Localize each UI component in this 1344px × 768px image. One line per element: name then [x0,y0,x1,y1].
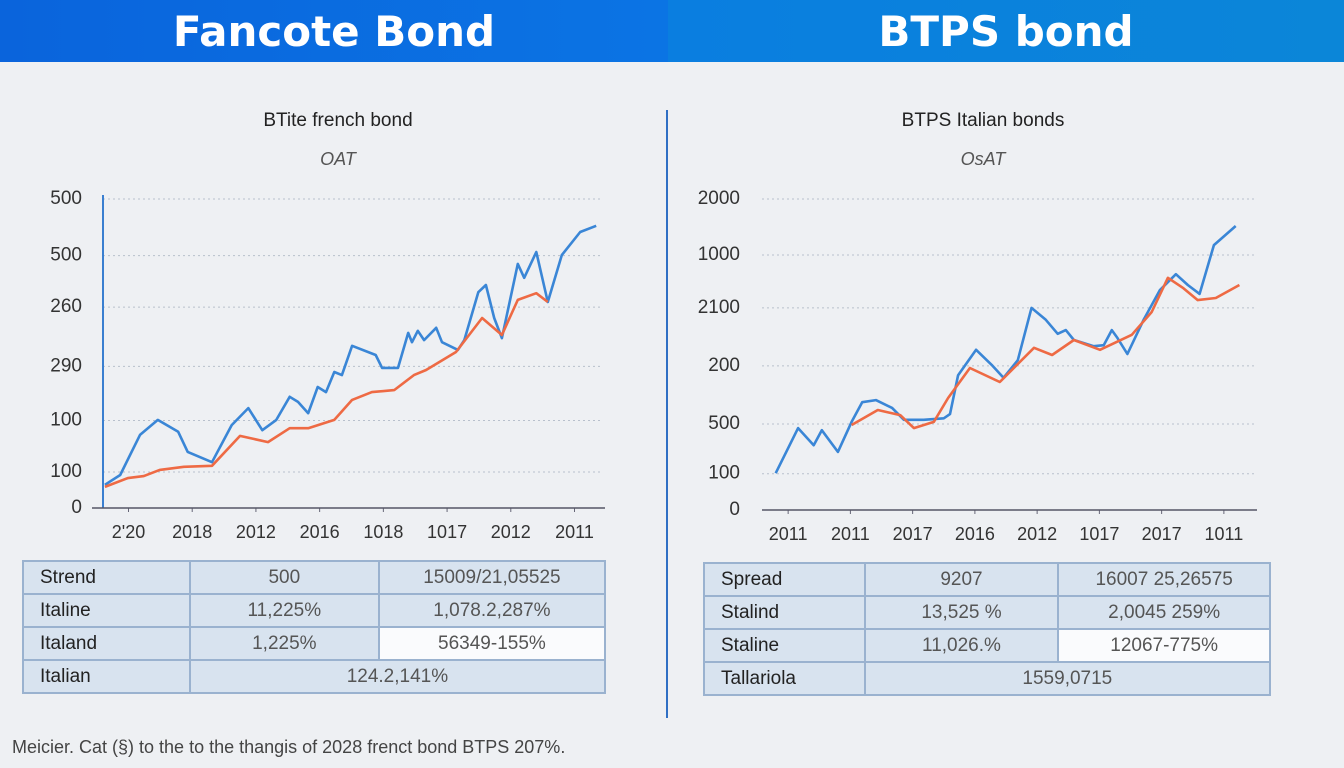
table-cell: 1,078.2,287% [377,593,607,628]
table-cell: Italand [22,626,191,661]
y-tick-label: 260 [50,296,82,317]
table-cell: 124.2,141% [188,659,607,694]
x-tick-label: 2012 [236,522,276,542]
y-tick-label: 0 [71,497,82,518]
table-cell: 13,525 % [863,595,1060,630]
x-tick-label: 2016 [300,522,340,542]
x-tick-label: 2017 [893,524,933,544]
y-tick-label: 100 [50,409,82,430]
x-tick-label: 2011 [831,524,870,544]
chart-title: BTPS Italian bonds [902,110,1065,131]
table-row: Stalind 13,525 % 2,0045 259% [703,595,1271,630]
y-tick-label: 100 [708,463,740,484]
x-tick-label: 2'20 [112,522,145,542]
table-cell: 500 [188,560,380,595]
y-tick-label: 1000 [698,244,740,265]
x-tick-label: 1011 [1205,524,1244,544]
y-tick-label: 0 [729,499,740,520]
table-cell: 11,225% [188,593,380,628]
chart-subtitle: OsAT [961,149,1008,169]
y-tick-label: 500 [50,245,82,266]
table-cell: Italian [22,659,191,694]
y-tick-label: 2000 [698,188,740,209]
table-cell: Stalind [703,595,866,630]
table-cell: 9207 [863,562,1060,597]
x-tick-label: 2011 [555,522,594,542]
table-cell: 11,026.% [863,628,1060,663]
table-cell: Tallariola [703,661,866,696]
line-series [104,291,549,489]
x-tick-label: 1018 [363,522,403,542]
x-tick-label: 1017 [427,522,467,542]
table-row: Spread 9207 16007 25,26575 [703,562,1271,597]
table-cell: Italine [22,593,191,628]
line-series [104,224,597,486]
table-cell: Spread [703,562,866,597]
x-tick-label: 2018 [172,522,212,542]
table-row: Staline 11,026.% 12067-775% [703,628,1271,663]
table: Strend 500 15009/21,05525 Italine 11,225% 1,0… [22,560,607,694]
x-tick-label: 2016 [955,524,995,544]
y-tick-label: 500 [708,413,740,434]
table: Spread 9207 16007 25,26575 Stalind 13,525 % 2… [703,562,1272,696]
table-row: Tallariola 1559,0715 [703,661,1272,696]
table-row: Strend 500 15009/21,05525 [22,560,607,595]
table-cell: 1559,0715 [863,661,1272,696]
y-tick-label: 500 [50,188,82,209]
y-tick-label: 200 [708,355,740,376]
line-series [774,225,1237,474]
chart-title: BTite french bond [263,110,412,131]
chart-subtitle: OAT [320,149,358,169]
x-tick-label: 2017 [1142,524,1182,544]
header: BTPS bond [668,0,1344,62]
table-cell: 2,0045 259% [1057,595,1271,630]
table-row: Italine 11,225% 1,078.2,287% [22,593,607,628]
y-tick-label: 290 [50,355,82,376]
table-cell: 56349-155% [377,626,607,661]
line-series [850,276,1241,430]
footer: Meicier. Cat (§) to the to the thangis o… [12,737,566,757]
y-tick-label: 100 [50,461,82,482]
table-cell: Strend [22,560,191,595]
table-row: Italand 1,225% 56349-155% [22,626,607,661]
x-tick-label: 2012 [1017,524,1057,544]
y-tick-label: 2100 [698,297,740,318]
x-tick-label: 2011 [769,524,808,544]
table-cell: 1,225% [188,626,380,661]
table-cell: 16007 25,26575 [1057,562,1271,597]
header: Fancote Bond [0,0,668,62]
table-row: Italian 124.2,141% [22,659,607,694]
table-cell: Staline [703,628,866,663]
x-tick-label: 1017 [1079,524,1119,544]
table-cell: 12067-775% [1057,628,1271,663]
table-cell: 15009/21,05525 [377,560,607,595]
x-tick-label: 2012 [491,522,531,542]
